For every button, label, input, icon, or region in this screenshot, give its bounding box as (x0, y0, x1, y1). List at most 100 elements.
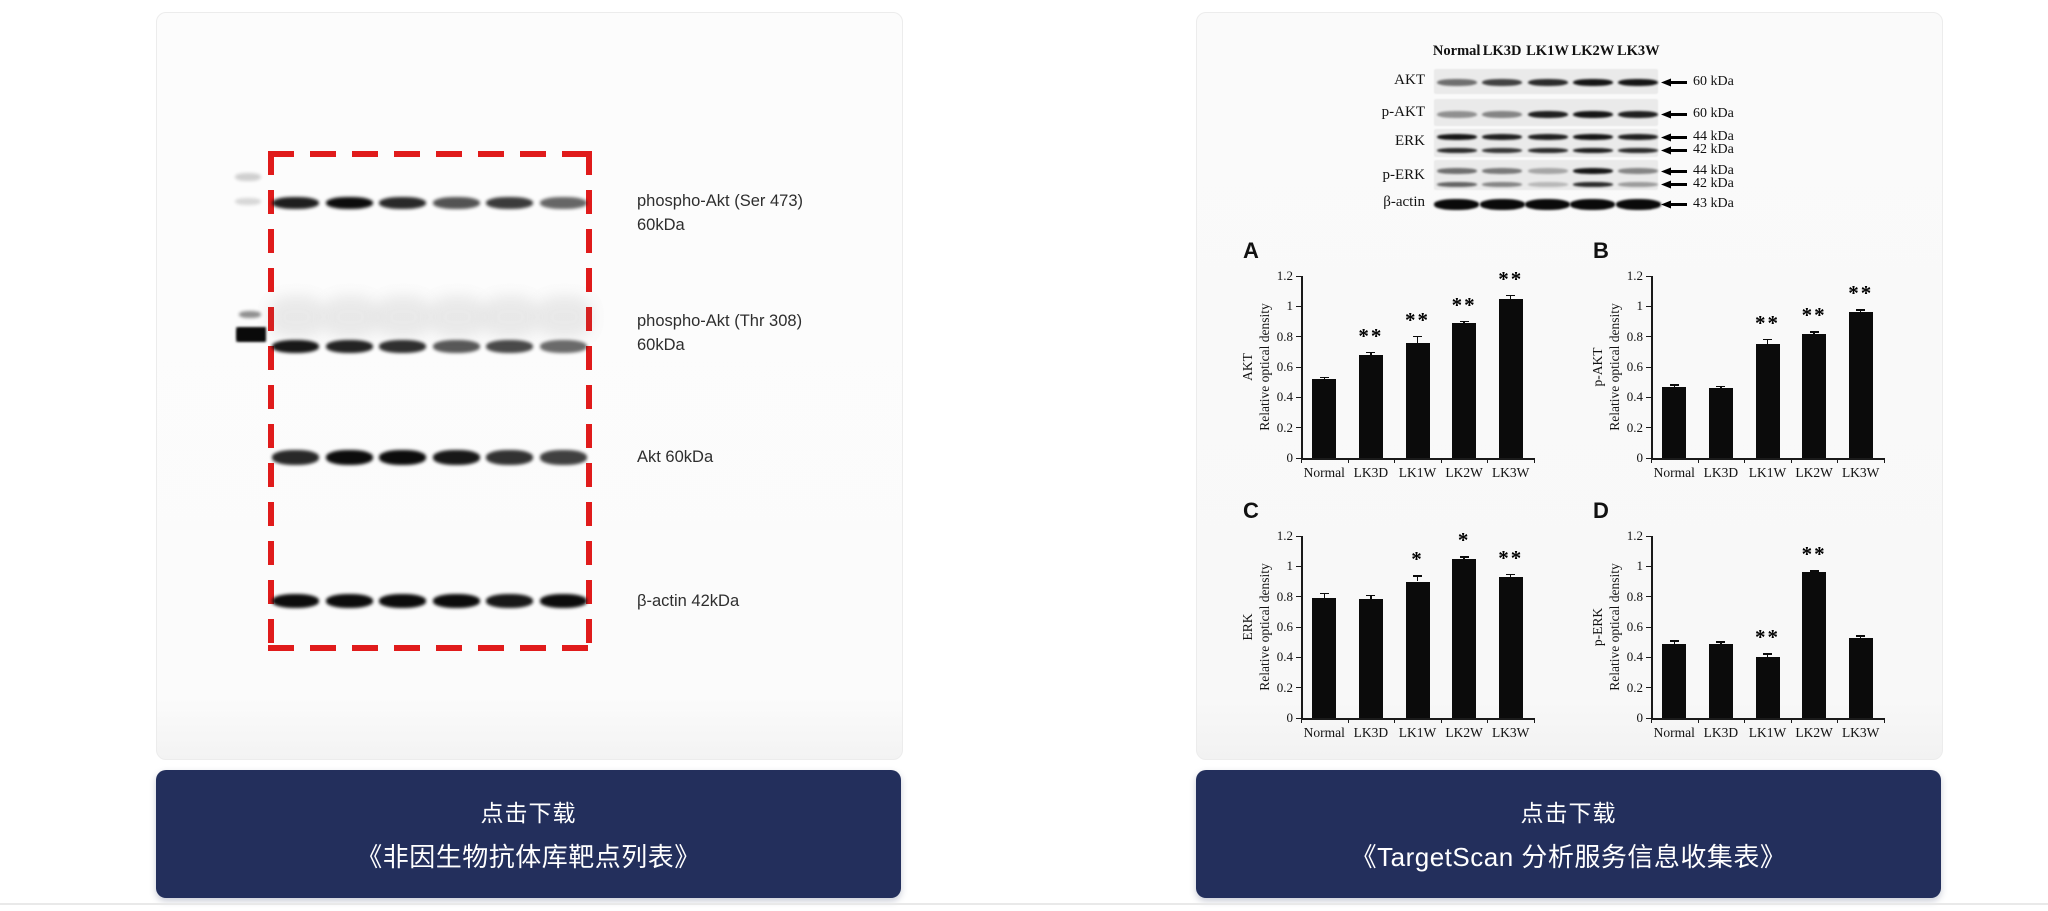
blot-band (272, 450, 319, 465)
blot-row-label: ERK (1395, 133, 1425, 149)
highlight-box-left (268, 151, 274, 651)
y-tick-label: 0.8 (1276, 588, 1293, 604)
y-axis-line (1651, 536, 1653, 718)
blot-band (1527, 147, 1568, 153)
error-bar-line (1673, 385, 1676, 387)
y-tick (1296, 626, 1301, 628)
significance-stars: * (1411, 547, 1424, 572)
x-tick (1790, 458, 1792, 463)
lane-header: LK1W (1526, 43, 1569, 59)
x-category-label: LK1W (1398, 465, 1437, 480)
blot-smear (322, 296, 378, 338)
y-tick-label: 1.2 (1626, 268, 1643, 283)
x-category-label: LK3W (1841, 725, 1880, 740)
error-bar-cap (1413, 575, 1422, 577)
blot-band (379, 197, 426, 209)
x-axis-line (1301, 718, 1535, 720)
x-axis-line (1651, 718, 1885, 720)
kda-label: 44 kDa (1693, 163, 1734, 178)
y-tick (1296, 596, 1301, 598)
panel-letter: A (1243, 238, 1259, 263)
x-category-label: LK2W (1445, 465, 1483, 480)
y-tick-label: 0.8 (1276, 328, 1293, 344)
blot-band (325, 594, 373, 608)
y-tick-label: 0 (1286, 710, 1294, 725)
band-label: Akt 60kDa (637, 445, 887, 469)
error-bar-cap (1413, 335, 1422, 338)
bar-lk1w (1755, 657, 1780, 718)
bar-lk2w (1802, 333, 1827, 458)
blot-band (1436, 78, 1477, 86)
y-axis-title-line1: p-ERK (1590, 607, 1605, 647)
y-tick (1296, 656, 1301, 658)
significance-stars: ** (1498, 545, 1524, 570)
x-tick (1347, 718, 1349, 723)
x-tick (1790, 718, 1792, 723)
error-bar-line (1416, 576, 1419, 582)
significance-stars: ** (1801, 542, 1827, 567)
bar-lk3d (1708, 644, 1733, 718)
x-category-label: LK3D (1703, 725, 1739, 740)
error-bar-line (1720, 386, 1722, 389)
y-tick-label: 1 (1286, 558, 1294, 574)
blot-row-label: AKT (1394, 72, 1425, 88)
x-tick (1651, 458, 1652, 463)
error-bar-cap (1856, 635, 1866, 637)
bar-normal (1662, 643, 1687, 718)
bar-lk2w (1452, 323, 1477, 458)
blot-band (1482, 168, 1523, 174)
blot-row-label: p-AKT (1381, 104, 1425, 120)
blot-band (325, 340, 373, 353)
error-bar-cap (1319, 592, 1329, 595)
marker-band (239, 311, 261, 318)
y-tick (1646, 427, 1651, 429)
y-tick (1296, 457, 1301, 459)
x-tick (1301, 718, 1302, 723)
significance-stars: ** (1405, 307, 1430, 332)
x-category-label: LK3D (1703, 465, 1739, 480)
x-tick (1744, 718, 1746, 723)
x-tick (1301, 458, 1302, 463)
blot-band (539, 197, 587, 209)
y-tick-label: 0.4 (1276, 389, 1293, 405)
y-tick-label: 0.6 (1626, 619, 1643, 634)
significance-stars: ** (1358, 323, 1384, 348)
y-tick (1646, 565, 1651, 567)
kda-label: 60 kDa (1693, 74, 1734, 89)
kda-label-group: 43 kDa (1661, 196, 1734, 212)
blot-band (1572, 134, 1613, 140)
blot-band (1527, 181, 1568, 187)
download-antibody-list-button[interactable]: 点击下载 《非因生物抗体库靶点列表》 (156, 770, 901, 898)
y-tick-label: 1.2 (1276, 528, 1293, 543)
blot-band (432, 450, 480, 465)
blot-band (1525, 198, 1570, 210)
panel-letter: B (1593, 238, 1609, 263)
bar-lk1w (1405, 581, 1430, 718)
bar-lk3w (1848, 312, 1873, 458)
blot-band (1570, 198, 1616, 210)
blot-band (1615, 198, 1661, 210)
blot-band (1618, 181, 1659, 187)
error-bar-line (1673, 641, 1676, 644)
blot-band (1527, 78, 1568, 86)
download-targetscan-form-button[interactable]: 点击下载 《TargetScan 分析服务信息收集表》 (1196, 770, 1941, 898)
y-tick-label: 0 (1286, 450, 1294, 465)
x-tick (1837, 718, 1839, 723)
highlight-box-top (268, 151, 592, 157)
y-tick (1296, 305, 1301, 307)
blot-band (272, 594, 319, 608)
band-label-line1: phospho-Akt (Ser 473) (637, 192, 804, 210)
left-arrow-icon (1661, 133, 1687, 141)
significance-stars: ** (1848, 281, 1874, 306)
y-tick (1296, 535, 1301, 537)
x-category-label: LK2W (1795, 465, 1833, 480)
error-bar-cap (1459, 320, 1469, 322)
x-tick (1440, 458, 1442, 463)
blot-band (539, 450, 587, 465)
error-bar-cap (1856, 309, 1866, 311)
kda-label-group: 44 kDa (1661, 163, 1734, 179)
y-tick-label: 0 (1636, 710, 1644, 725)
significance-stars: ** (1801, 303, 1827, 328)
bar-normal (1662, 386, 1687, 458)
x-tick (1837, 458, 1839, 463)
